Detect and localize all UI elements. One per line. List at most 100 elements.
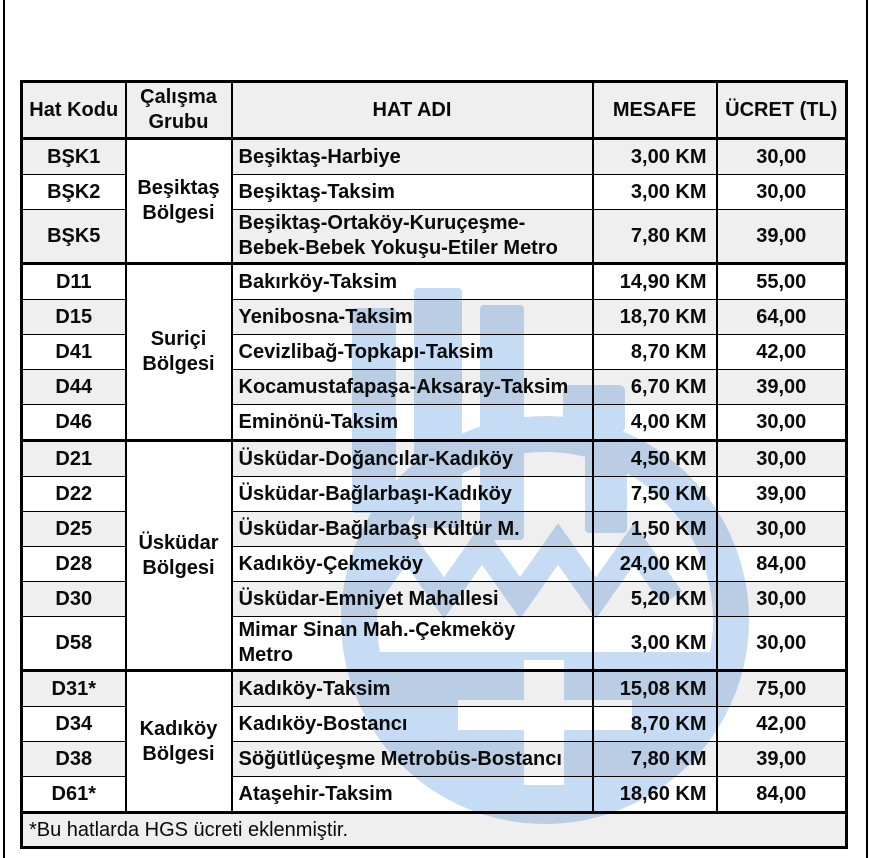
fare-cell: 30,00 [715, 137, 848, 175]
table-row: D46 Eminönü-Taksim 4,00 KM 30,00 [20, 404, 848, 441]
fare-cell: 39,00 [715, 209, 848, 264]
group-cell: Kadıköy Bölgesi [124, 669, 233, 813]
table-row: D22 Üsküdar-Bağlarbaşı-Kadıköy 7,50 KM 39,0… [20, 476, 848, 512]
table-row: BŞK1 Beşiktaş Bölgesi Beşiktaş-Harbiye 3,00… [20, 137, 848, 264]
fare-cell: 30,00 [715, 404, 848, 441]
line-code-cell: D44 [20, 369, 127, 405]
group-cell: Suriçi Bölgesi [124, 262, 233, 441]
fare-cell: 42,00 [715, 334, 848, 370]
distance-cell: 18,60 KM [591, 776, 718, 813]
line-code-cell: D61* [20, 776, 127, 813]
table-row: D15 Yenibosna-Taksim 18,70 KM 64,00 [20, 299, 848, 335]
page-border-left [3, 0, 5, 858]
fare-cell: 30,00 [715, 616, 848, 671]
group-cell: Beşiktaş Bölgesi [124, 137, 233, 264]
column-header: Çalışma Grubu [124, 81, 233, 140]
distance-cell: 5,20 KM [591, 581, 718, 617]
table-row: D25 Üsküdar-Bağlarbaşı Kültür M. 1,50 KM 30… [20, 511, 848, 547]
line-name-cell: Beşiktaş-Taksim [230, 174, 594, 210]
page-border-right [866, 0, 868, 858]
footnote: *Bu hatlarda HGS ücreti eklenmiştir. [20, 811, 848, 848]
fare-cell: 84,00 [715, 546, 848, 582]
fare-table: Hat Kodu Çalışma Grubu HAT ADI MESAFE ÜCRET … [20, 80, 848, 849]
line-name-cell: Ataşehir-Taksim [230, 776, 594, 813]
footnote-row: *Bu hatlarda HGS ücreti eklenmiştir. [20, 811, 848, 848]
fare-cell: 39,00 [715, 741, 848, 777]
distance-cell: 4,00 KM [591, 404, 718, 441]
line-name-cell: Cevizlibağ-Topkapı-Taksim [230, 334, 594, 370]
table-row: D44 Kocamustafapaşa-Aksaray-Taksim 6,70 KM… [20, 369, 848, 405]
distance-cell: 8,70 KM [591, 706, 718, 742]
line-name-cell: Bakırköy-Taksim [230, 262, 594, 300]
line-code-cell: D31* [20, 669, 127, 707]
column-header: MESAFE [591, 81, 718, 140]
line-name-cell: Kocamustafapaşa-Aksaray-Taksim [230, 369, 594, 405]
line-code-cell: D25 [20, 511, 127, 547]
distance-cell: 3,00 KM [591, 174, 718, 210]
distance-cell: 7,80 KM [591, 209, 718, 264]
fare-cell: 39,00 [715, 369, 848, 405]
table-row: BŞK5 Beşiktaş-Ortaköy-Kuruçeşme- Bebek-Be… [20, 209, 848, 264]
distance-cell: 7,80 KM [591, 741, 718, 777]
distance-cell: 1,50 KM [591, 511, 718, 547]
distance-cell: 24,00 KM [591, 546, 718, 582]
line-code-cell: BŞK1 [20, 137, 127, 175]
distance-cell: 15,08 KM [591, 669, 718, 707]
line-code-cell: D34 [20, 706, 127, 742]
fare-cell: 30,00 [715, 174, 848, 210]
table-row: D34 Kadıköy-Bostancı 8,70 KM 42,00 [20, 706, 848, 742]
distance-cell: 4,50 KM [591, 439, 718, 477]
column-header: Hat Kodu [20, 81, 127, 140]
distance-cell: 18,70 KM [591, 299, 718, 335]
line-name-cell: Eminönü-Taksim [230, 404, 594, 441]
line-name-cell: Kadıköy-Bostancı [230, 706, 594, 742]
line-code-cell: D38 [20, 741, 127, 777]
line-code-cell: D15 [20, 299, 127, 335]
line-name-cell: Üsküdar-Emniyet Mahallesi [230, 581, 594, 617]
distance-cell: 3,00 KM [591, 137, 718, 175]
fare-cell: 30,00 [715, 581, 848, 617]
table-row: D11 Suriçi Bölgesi Bakırköy-Taksim 14,90 KM… [20, 262, 848, 441]
line-name-cell: Söğütlüçeşme Metrobüs-Bostancı [230, 741, 594, 777]
fare-cell: 30,00 [715, 439, 848, 477]
header-row: Hat Kodu Çalışma Grubu HAT ADI MESAFE ÜCRET … [20, 81, 848, 140]
line-code-cell: D11 [20, 262, 127, 300]
distance-cell: 3,00 KM [591, 616, 718, 671]
line-name-cell: Beşiktaş-Ortaköy-Kuruçeşme- Bebek-Bebek … [230, 209, 594, 264]
group-cell: Üsküdar Bölgesi [124, 439, 233, 671]
line-name-cell: Kadıköy-Çekmeköy [230, 546, 594, 582]
line-name-cell: Beşiktaş-Harbiye [230, 137, 594, 175]
table-row: D21 Üsküdar Bölgesi Üsküdar-Doğancılar-Kad… [20, 439, 848, 671]
distance-cell: 14,90 KM [591, 262, 718, 300]
distance-cell: 7,50 KM [591, 476, 718, 512]
table-row: BŞK2 Beşiktaş-Taksim 3,00 KM 30,00 [20, 174, 848, 210]
line-name-cell: Mimar Sinan Mah.-Çekmeköy Metro [230, 616, 594, 671]
fare-cell: 42,00 [715, 706, 848, 742]
fare-cell: 84,00 [715, 776, 848, 813]
line-name-cell: Üsküdar-Doğancılar-Kadıköy [230, 439, 594, 477]
distance-cell: 6,70 KM [591, 369, 718, 405]
line-code-cell: D58 [20, 616, 127, 671]
line-code-cell: D28 [20, 546, 127, 582]
line-name-cell: Kadıköy-Taksim [230, 669, 594, 707]
distance-cell: 8,70 KM [591, 334, 718, 370]
line-code-cell: D46 [20, 404, 127, 441]
fare-cell: 39,00 [715, 476, 848, 512]
line-code-cell: BŞK2 [20, 174, 127, 210]
table-row: D58 Mimar Sinan Mah.-Çekmeköy Metro 3,00 K… [20, 616, 848, 671]
column-header: HAT ADI [230, 81, 594, 140]
table-row: D61* Ataşehir-Taksim 18,60 KM 84,00 [20, 776, 848, 813]
line-code-cell: D30 [20, 581, 127, 617]
table-row: D31* Kadıköy Bölgesi Kadıköy-Taksim 15,08 K… [20, 669, 848, 813]
fare-cell: 64,00 [715, 299, 848, 335]
line-code-cell: D21 [20, 439, 127, 477]
line-code-cell: BŞK5 [20, 209, 127, 264]
table-row: D30 Üsküdar-Emniyet Mahallesi 5,20 KM 30,00 [20, 581, 848, 617]
line-code-cell: D22 [20, 476, 127, 512]
line-name-cell: Üsküdar-Bağlarbaşı-Kadıköy [230, 476, 594, 512]
fare-cell: 30,00 [715, 511, 848, 547]
fare-cell: 55,00 [715, 262, 848, 300]
fare-cell: 75,00 [715, 669, 848, 707]
column-header: ÜCRET (TL) [715, 81, 848, 140]
